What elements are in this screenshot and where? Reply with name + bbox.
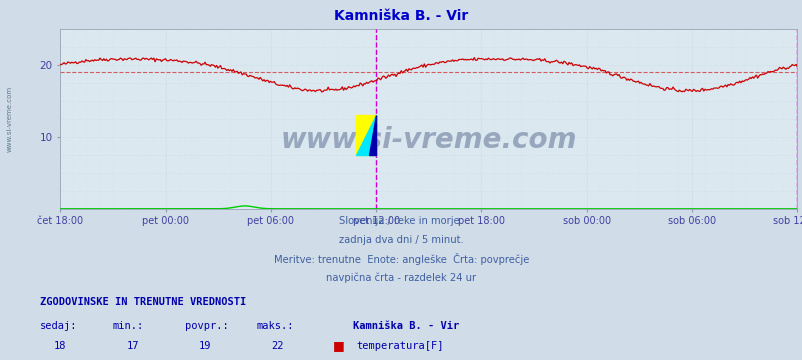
Text: zadnja dva dni / 5 minut.: zadnja dva dni / 5 minut. [338, 235, 464, 245]
Text: Meritve: trenutne  Enote: angleške  Črta: povprečje: Meritve: trenutne Enote: angleške Črta: … [273, 253, 529, 265]
Text: Kamniška B. - Vir: Kamniška B. - Vir [353, 321, 459, 332]
Text: ZGODOVINSKE IN TRENUTNE VREDNOSTI: ZGODOVINSKE IN TRENUTNE VREDNOSTI [40, 297, 246, 307]
Text: min.:: min.: [112, 321, 144, 332]
Text: povpr.:: povpr.: [184, 321, 228, 332]
Polygon shape [368, 115, 375, 155]
Text: 22: 22 [270, 341, 283, 351]
Text: Slovenija / reke in morje.: Slovenija / reke in morje. [339, 216, 463, 226]
Text: Kamniška B. - Vir: Kamniška B. - Vir [334, 9, 468, 23]
Text: 18: 18 [54, 341, 67, 351]
Text: 19: 19 [198, 341, 211, 351]
Text: 17: 17 [126, 341, 139, 351]
Text: maks.:: maks.: [257, 321, 294, 332]
Text: www.si-vreme.com: www.si-vreme.com [280, 126, 577, 154]
Text: temperatura[F]: temperatura[F] [356, 341, 444, 351]
Text: ■: ■ [333, 339, 345, 352]
Text: ■: ■ [333, 359, 345, 360]
Bar [355, 115, 375, 155]
Text: navpična črta - razdelek 24 ur: navpična črta - razdelek 24 ur [326, 272, 476, 283]
Text: www.si-vreme.com: www.si-vreme.com [6, 86, 13, 152]
Text: sedaj:: sedaj: [40, 321, 78, 332]
Polygon shape [355, 115, 375, 155]
